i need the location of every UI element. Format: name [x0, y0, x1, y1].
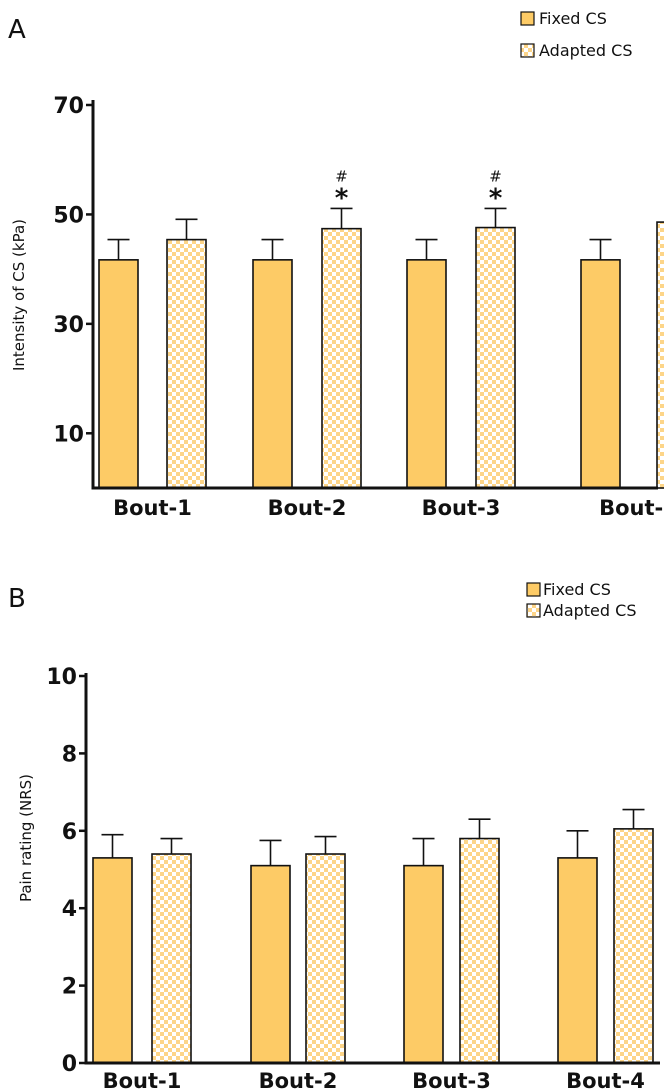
category-label: Bout-4: [566, 1069, 645, 1090]
panel-a: A Fixed CS Adapted CS Intensity of CS (k…: [8, 9, 664, 520]
bar-fixed-bout-2: [250, 864, 291, 1064]
bar-fixed-bout-3: [406, 259, 447, 489]
bar-adapted-bout-3: [475, 226, 516, 489]
legend-a-fixed-label: Fixed CS: [539, 9, 607, 28]
significance-hash: #: [489, 167, 502, 185]
legend-a-fixed-swatch: [520, 11, 535, 26]
y-tick-label: 8: [62, 742, 77, 767]
y-tick-label: 70: [53, 94, 84, 119]
legend-b-fixed-swatch: [526, 582, 541, 597]
bar-adapted-bout-2: [305, 853, 346, 1064]
y-tick-label: 50: [53, 203, 84, 228]
legend-b-adapted-swatch: [526, 603, 541, 618]
legend-a-adapted-label: Adapted CS: [539, 41, 632, 60]
significance-hash: #: [335, 167, 348, 185]
category-label: Bout-1: [103, 1069, 182, 1090]
bar-adapted-bout-3: [459, 837, 500, 1064]
legend-b-fixed-label: Fixed CS: [543, 580, 611, 599]
bar-fixed-bout-1: [98, 259, 139, 489]
bar-adapted-bout-1: [151, 853, 192, 1064]
panel-b: B Fixed CS Adapted CS Pain rating (NRS) …: [8, 580, 660, 1090]
bar-fixed-bout-4: [557, 857, 598, 1064]
bar-fixed-bout-2: [252, 259, 293, 489]
category-label: Bout-2: [259, 1069, 338, 1090]
y-tick-label: 30: [53, 313, 84, 338]
panel-a-ylabel: Intensity of CS (kPa): [10, 219, 28, 371]
significance-star: *: [489, 183, 503, 213]
significance-star: *: [335, 183, 349, 213]
panel-b-plot: 0 2 4 6 8 10 Bout-1 Bout-2 Bout-3 Bout-4: [46, 665, 660, 1090]
category-label: Bout-2: [268, 496, 347, 520]
bar-fixed-bout-4: [580, 259, 621, 489]
bar-fixed-bout-3: [403, 864, 444, 1064]
bar-adapted-bout-1: [166, 238, 207, 489]
y-tick-label: 2: [62, 975, 77, 1000]
category-label: Bout-3: [412, 1069, 491, 1090]
y-tick-label: 0: [62, 1052, 77, 1077]
legend-b-adapted-label: Adapted CS: [543, 601, 636, 620]
panel-b-ylabel: Pain rating (NRS): [17, 774, 35, 902]
panel-a-letter: A: [8, 15, 26, 45]
bar-adapted-bout-4: [613, 828, 654, 1064]
panel-b-letter: B: [8, 584, 26, 614]
legend-a-adapted-swatch: [520, 43, 535, 58]
bar-fixed-bout-1: [92, 857, 133, 1064]
y-tick-label: 10: [53, 422, 84, 447]
category-label: Bout-4: [599, 496, 664, 520]
bar-adapted-bout-4: [656, 221, 664, 489]
category-label: Bout-3: [422, 496, 501, 520]
y-tick-label: 4: [62, 897, 77, 922]
bar-adapted-bout-2: [321, 227, 362, 489]
category-label: Bout-1: [113, 496, 192, 520]
y-tick-label: 6: [62, 820, 77, 845]
y-tick-label: 10: [46, 665, 77, 690]
